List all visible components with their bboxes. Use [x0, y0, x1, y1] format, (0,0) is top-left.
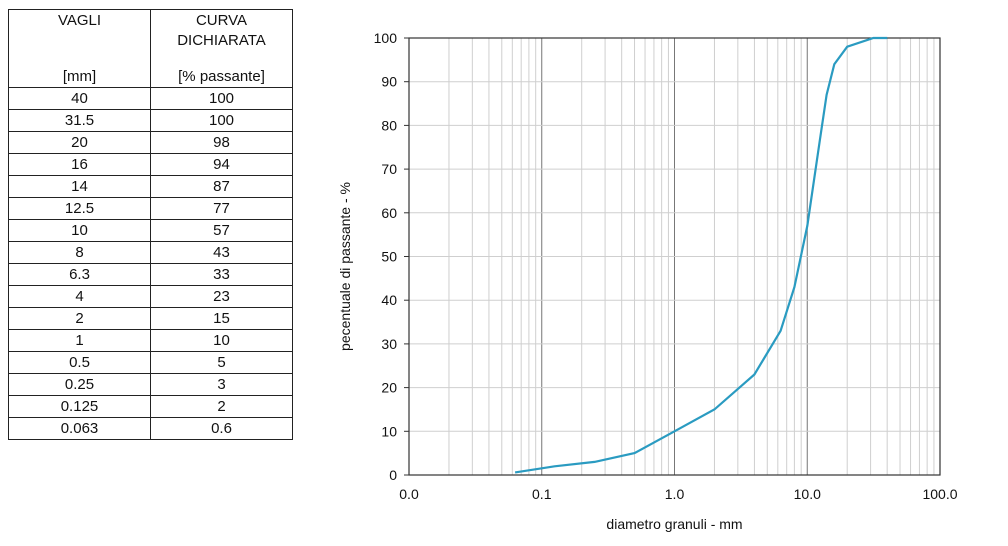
header-vagli: VAGLI [mm] — [8, 9, 151, 88]
passing-percent-cell: 100 — [150, 109, 293, 132]
table-row: 0.063 0.6 — [8, 417, 293, 440]
table-row: 0.125 2 — [8, 395, 293, 418]
y-tick-label: 70 — [381, 161, 397, 177]
y-tick-label: 50 — [381, 249, 397, 265]
x-tick-label: 0.1 — [532, 486, 552, 502]
sieve-size-cell: 0.063 — [8, 417, 151, 440]
chart-frame — [404, 37, 941, 476]
y-tick-label: 100 — [374, 30, 398, 46]
y-axis-label: pecentuale di passante - % — [337, 182, 353, 351]
header-vagli-title: VAGLI — [57, 12, 102, 29]
x-axis-label: diametro granuli - mm — [606, 516, 742, 532]
x-tick-label: 100.0 — [922, 486, 957, 502]
y-tick-label: 60 — [381, 205, 397, 221]
x-tick-labels: 0.0 0.1 1.0 10.0 100.0 — [399, 486, 957, 502]
header-curva: CURVA DICHIARATA [% passante] — [150, 9, 293, 88]
y-tick-label: 20 — [381, 380, 397, 396]
x-tick-label: 10.0 — [794, 486, 821, 502]
table-row: 12.5 77 — [8, 197, 293, 220]
passing-percent-cell: 10 — [150, 329, 293, 352]
x-tick-label: 0.0 — [399, 486, 419, 502]
table-row: 20 98 — [8, 131, 293, 154]
table-row: 10 57 — [8, 219, 293, 242]
y-tick-label: 90 — [381, 74, 397, 90]
table-row: 31.5 100 — [8, 109, 293, 132]
header-curva-unit: [% passante] — [178, 68, 265, 85]
y-tick-label: 40 — [381, 292, 397, 308]
y-tick-label: 0 — [389, 467, 397, 483]
header-curva-title: CURVA DICHIARATA — [177, 12, 266, 49]
passing-percent-cell: 0.6 — [150, 417, 293, 440]
x-tick-label: 1.0 — [665, 486, 685, 502]
table-row: 1 10 — [8, 329, 293, 352]
sieve-size-cell: 6.3 — [8, 263, 151, 286]
y-tick-labels: 0 10 20 30 40 50 60 70 80 90 100 — [374, 30, 398, 483]
grading-curve-line — [514, 36, 888, 474]
header-vagli-unit: [mm] — [62, 68, 97, 85]
table-row: 40 100 — [8, 87, 293, 110]
passing-percent-cell: 100 — [150, 87, 293, 110]
table-row: 6.3 33 — [8, 263, 293, 286]
table-body: 40 100 31.5 100 20 98 16 94 14 87 12.5 77 10 57 8 43 6.3… — [8, 87, 293, 440]
sieve-size-cell: 14 — [8, 175, 151, 198]
chart-grid — [408, 38, 940, 475]
y-tick-label: 80 — [381, 117, 397, 133]
y-tick-label: 10 — [381, 423, 397, 439]
sieve-table: VAGLI [mm] CURVA DICHIARATA [% passante]… — [8, 9, 293, 440]
y-tick-label: 30 — [381, 336, 397, 352]
